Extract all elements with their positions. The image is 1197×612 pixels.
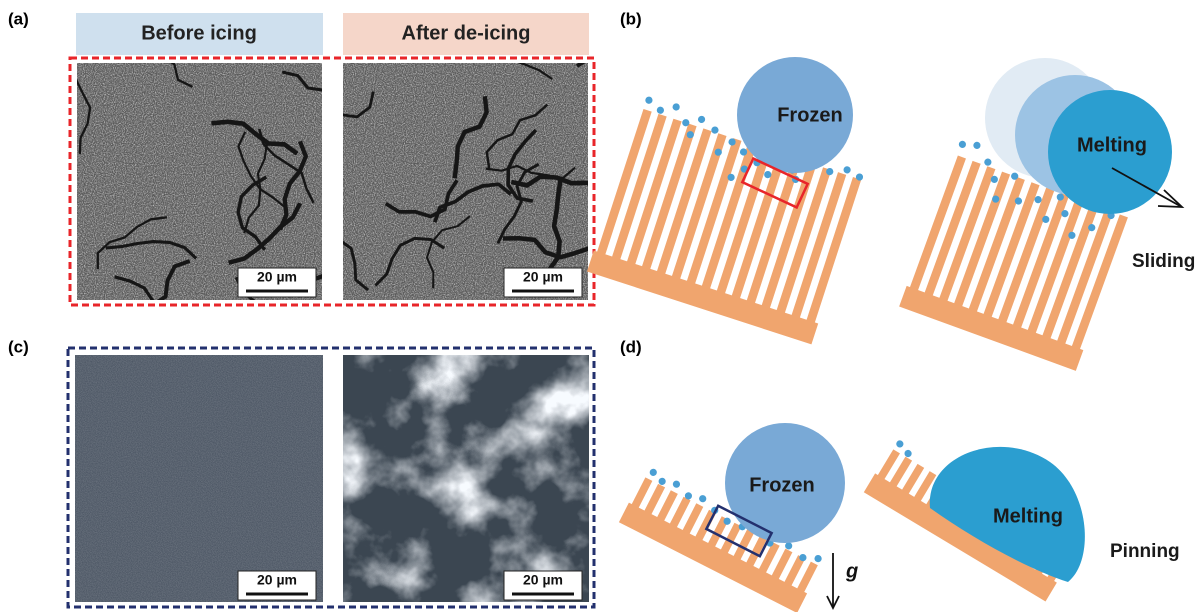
motion-label: Sliding [1132,251,1195,272]
water-droplet [710,126,719,135]
header: After de-icing [402,22,531,44]
water-droplet [648,468,658,478]
micrograph [343,355,589,602]
water-droplet [958,140,967,149]
scale-bar-label: 20 µm [523,269,563,285]
water-droplet [895,439,905,449]
water-droplet [698,494,708,504]
panel-label: (a) [8,9,29,28]
panel-label: (c) [8,337,29,356]
water-droplet [972,141,981,150]
motion-label: Pinning [1110,541,1180,562]
panel-label: (d) [620,337,642,356]
arrow-head [1158,190,1182,207]
water-droplet [656,106,665,115]
micrograph [64,10,385,349]
water-droplet [672,479,682,489]
droplet-label: Melting [993,505,1063,527]
droplet-label: Frozen [749,474,815,496]
water-droplet [813,554,823,564]
water-droplet [843,165,852,174]
droplet-label: Melting [1077,134,1147,156]
water-droplet [672,102,681,111]
water-droplet [983,158,992,167]
water-droplet [697,115,706,124]
micrograph [308,30,613,300]
water-droplet [903,449,913,459]
panel-label: (b) [620,9,642,28]
header: Before icing [141,22,257,44]
scale-bar-label: 20 µm [523,572,563,588]
gravity-label: g [845,560,858,582]
scale-bar-label: 20 µm [257,269,297,285]
scale-bar-label: 20 µm [257,572,297,588]
micrograph [75,355,323,602]
figure: (a) (b) (c) (d) Before icing After de-ic… [0,0,1197,612]
droplet-label: Frozen [777,104,843,126]
water-droplet [644,96,653,105]
